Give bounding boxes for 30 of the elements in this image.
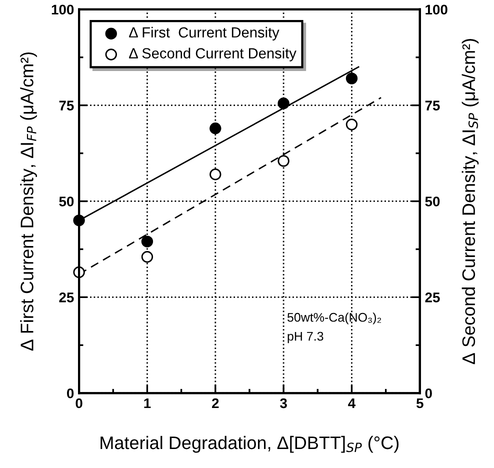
point: [346, 118, 358, 130]
y2-tick-label: 100: [426, 4, 448, 15]
legend-label: Δ Second Current Density: [129, 48, 296, 62]
y-axis-title: Δ First Current Density, ΔI$_{FP}$ (μA/cm²): [20, 52, 37, 351]
point: [278, 98, 290, 110]
x-tick-label: 3: [280, 398, 287, 408]
point: [141, 236, 154, 248]
x-tick-label: 2: [212, 398, 219, 408]
point: [210, 168, 222, 180]
y-tick-label: 50: [59, 196, 74, 206]
x-axis-title: Material Degradation, Δ[DBTT]$_{SP}$ (°C): [100, 436, 399, 453]
y2-axis-title: Δ Second Current Density, ΔI$_{SP}$ (μA/cm²): [462, 39, 479, 364]
annotation: 50wt%-Ca(NO₃)₂ pH 7.3: [287, 312, 382, 344]
legend-label: Δ First Current Density: [129, 26, 280, 40]
y-tick-label: 0: [67, 388, 74, 398]
x-tick-label: 0: [76, 398, 82, 408]
point: [278, 155, 290, 167]
x-tick-label: 1: [144, 398, 151, 408]
y2-tick-label: 25: [425, 292, 440, 302]
x-tick-label: 4: [348, 398, 356, 408]
point: [210, 122, 222, 134]
x-tick-label: 5: [416, 398, 424, 408]
y-tick-label: 75: [59, 100, 74, 110]
y2-tick-label: 75: [425, 100, 440, 110]
y2-tick-label: 50: [425, 196, 440, 206]
point: [346, 72, 358, 84]
y-tick-label: 25: [59, 292, 74, 302]
point: [141, 251, 154, 263]
y-tick-label: 100: [52, 4, 74, 15]
y2-tick-label: 0: [425, 388, 432, 398]
